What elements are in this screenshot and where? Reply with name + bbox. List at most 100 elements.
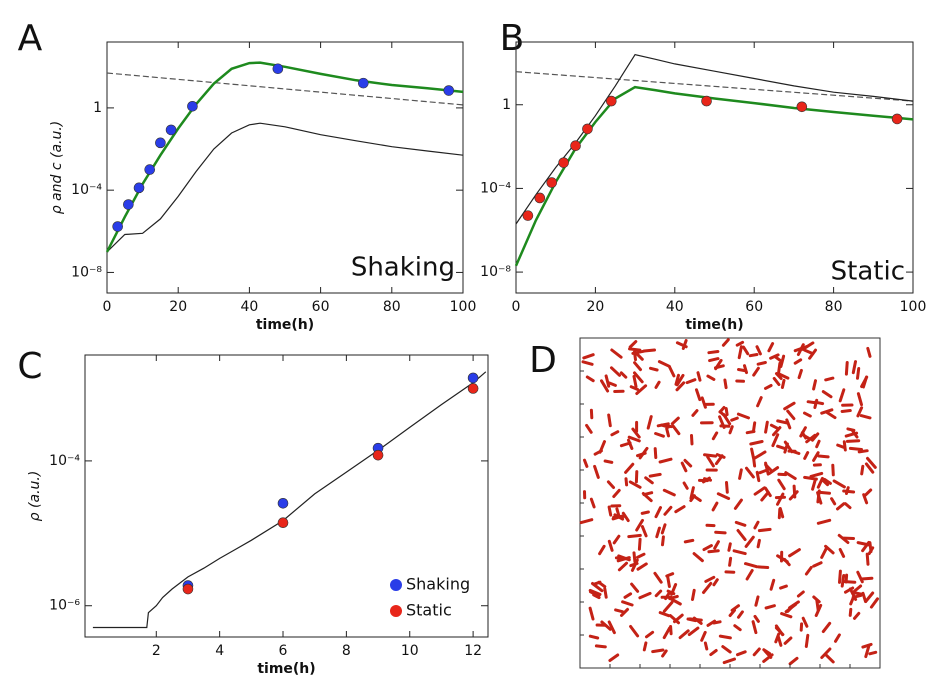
bacterium [836, 443, 845, 449]
bacterium [674, 505, 686, 514]
bacterium [800, 431, 808, 440]
data-point [467, 383, 479, 394]
bacterium [662, 488, 676, 497]
bacterium [613, 513, 625, 521]
bacterium [606, 480, 615, 489]
x-tick-label: 6 [279, 643, 288, 659]
bacterium [788, 548, 801, 558]
bacterium [721, 338, 730, 347]
bacterium [844, 431, 859, 438]
bacterium [689, 486, 695, 500]
y-tick-label: 10⁻⁸ [71, 264, 102, 280]
bacterium [704, 575, 716, 583]
bacterium [859, 414, 872, 420]
bacterium [832, 479, 846, 489]
x-axis-label: time(h) [256, 317, 314, 333]
x-tick-label: 0 [512, 299, 521, 315]
data-point [546, 177, 558, 188]
bacterium [629, 385, 639, 391]
bacterium [856, 406, 864, 418]
bacterium [646, 415, 653, 430]
bacterium [718, 634, 732, 640]
bacterium [797, 368, 803, 380]
bacterium [581, 360, 594, 366]
bacterium [831, 463, 835, 477]
annotation: Static [831, 257, 905, 287]
bacterium [849, 596, 855, 606]
bacterium [610, 348, 623, 359]
bacterium [658, 457, 673, 464]
bacterium [845, 486, 850, 495]
bacterium [769, 578, 776, 591]
bacterium [824, 376, 835, 382]
bacterium [695, 388, 702, 402]
bacterium [628, 340, 638, 349]
annotation: Shaking [351, 253, 455, 283]
bacterium [614, 608, 624, 614]
x-tick-label: 40 [666, 299, 684, 315]
bacterium [669, 597, 682, 606]
bacterium [641, 492, 653, 503]
plot-frame [84, 354, 489, 638]
bacterium [821, 390, 833, 399]
bacterium [706, 374, 716, 381]
bacterium [813, 400, 825, 406]
bacterium [844, 586, 855, 594]
bacterium [668, 365, 676, 378]
bacterium [696, 371, 702, 382]
bacterium [700, 630, 707, 642]
bacterium [706, 455, 715, 468]
bacterium [764, 604, 776, 610]
bacterium [764, 384, 773, 390]
bacterium [756, 565, 770, 569]
bacterium [788, 600, 800, 610]
bacterium [816, 491, 823, 505]
bacterium [724, 407, 729, 417]
bacterium [583, 458, 589, 468]
bacterium [709, 649, 718, 657]
bacterium [686, 617, 698, 623]
model-curve [515, 71, 914, 102]
bacterium [838, 388, 846, 403]
bacterium [669, 625, 673, 636]
bacterium [864, 644, 871, 659]
bacterium [603, 459, 614, 464]
bacterium [749, 440, 764, 446]
bacterium [683, 458, 693, 468]
bacterium [607, 539, 614, 552]
bacterium [715, 453, 726, 459]
bacterium [830, 497, 837, 506]
bacterium [585, 375, 595, 383]
bacterium [808, 348, 817, 360]
bacterium [804, 566, 813, 576]
x-tick-label: 0 [103, 299, 112, 315]
data-point [522, 210, 534, 221]
y-tick-label: 1 [93, 100, 102, 116]
data-point [277, 517, 289, 529]
bacterium [865, 552, 870, 566]
x-tick-label: 4 [215, 643, 224, 659]
bacterium [640, 510, 650, 515]
bacterium [714, 530, 727, 535]
x-tick-label: 40 [240, 299, 258, 315]
bacterium [753, 520, 760, 530]
bacterium [630, 558, 639, 572]
bacterium [776, 444, 787, 451]
bacterium [838, 548, 846, 558]
bacterium [736, 412, 750, 420]
bacterium [762, 648, 772, 655]
bacterium [812, 451, 820, 462]
x-tick-label: 80 [383, 299, 401, 315]
bacterium [661, 535, 665, 547]
x-tick-label: 20 [586, 299, 604, 315]
bacterium [732, 549, 747, 556]
bacterium [862, 493, 869, 505]
bacterium [635, 518, 644, 532]
bacterium [733, 624, 742, 632]
bacterium [654, 380, 661, 389]
bacterium [722, 657, 736, 665]
bacterium [825, 411, 837, 420]
bacterium [844, 361, 849, 376]
model-curve [106, 122, 464, 253]
bacterium [730, 416, 739, 422]
